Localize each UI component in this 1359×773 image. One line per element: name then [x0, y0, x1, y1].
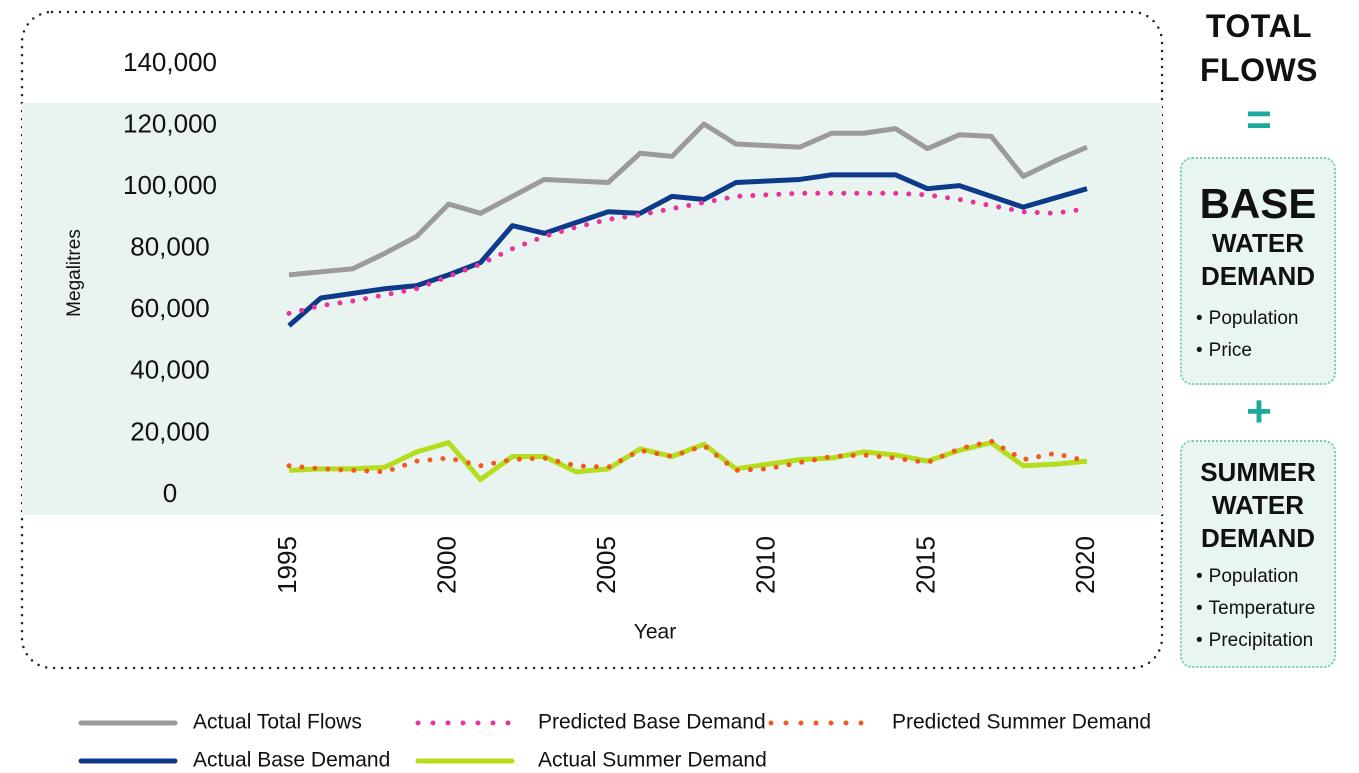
legend-label: Predicted Base Demand — [538, 711, 766, 734]
factor-list: Population Temperature Precipitation — [1182, 561, 1334, 657]
x-tick-label: 2015 — [910, 536, 940, 594]
factor: Population — [1196, 561, 1334, 593]
series-line — [286, 190, 1090, 316]
y-axis-label: Megalitres — [64, 229, 85, 317]
box-title: SUMMER — [1200, 457, 1316, 487]
summer-box: SUMMER WATER DEMAND Population Temperatu… — [1180, 440, 1336, 668]
legend-label: Actual Total Flows — [193, 711, 362, 734]
factor: Temperature — [1196, 593, 1334, 625]
box-subtitle: WATER DEMAND — [1200, 228, 1316, 291]
series-line — [288, 121, 1088, 278]
y-tick-label: 20,000 — [130, 416, 210, 446]
series-line — [286, 438, 1090, 475]
y-tick-label: 120,000 — [123, 108, 217, 138]
y-tick-label: 60,000 — [130, 293, 210, 323]
base-box: BASE WATER DEMAND Population Price — [1180, 157, 1336, 385]
x-axis-label: Year — [634, 621, 676, 644]
y-tick-label: 0 — [163, 478, 177, 508]
x-tick-label: 1995 — [272, 536, 302, 594]
series-line — [287, 172, 1088, 328]
x-tick-label: 2005 — [591, 536, 621, 594]
box-title: BASE — [1199, 180, 1317, 227]
legend-label: Predicted Summer Demand — [892, 711, 1151, 734]
y-tick-label: 140,000 — [123, 47, 217, 77]
factor-list: Population Price — [1182, 303, 1334, 367]
factor: Population — [1196, 303, 1334, 335]
y-tick-label: 80,000 — [130, 232, 210, 262]
x-tick-label: 2010 — [751, 536, 781, 594]
factor: Precipitation — [1196, 625, 1334, 657]
factor: Price — [1196, 335, 1334, 367]
y-tick-label: 100,000 — [123, 170, 217, 200]
x-tick-label: 2020 — [1070, 536, 1100, 594]
plus-sign: + — [1246, 387, 1272, 436]
x-tick-label: 2000 — [431, 536, 461, 594]
equals-sign: = — [1246, 95, 1272, 144]
legend-label: Actual Summer Demand — [538, 749, 767, 772]
panel-title: TOTAL FLOWS — [1199, 8, 1319, 88]
box-subtitle: WATER DEMAND — [1200, 490, 1316, 553]
legend-label: Actual Base Demand — [193, 749, 390, 772]
y-tick-label: 40,000 — [130, 355, 210, 385]
